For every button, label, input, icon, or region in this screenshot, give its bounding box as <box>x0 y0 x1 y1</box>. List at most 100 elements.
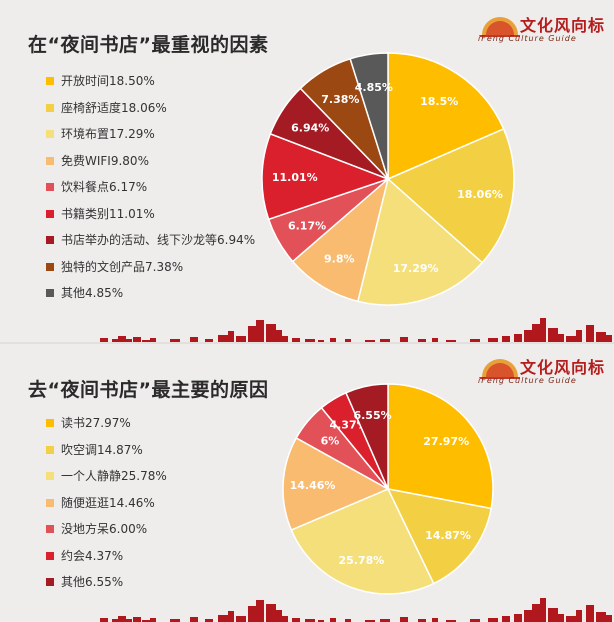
legend-swatch <box>46 103 54 112</box>
skyline-building <box>256 320 264 342</box>
skyline-building <box>228 611 234 622</box>
skyline-building <box>576 610 582 622</box>
legend-label: 书店举办的活动、线下沙龙等6.94% <box>61 233 256 247</box>
skyline-building <box>190 337 198 342</box>
data-label: 6.17% <box>288 219 326 232</box>
legend-label: 免费WIFI9.80% <box>61 153 149 168</box>
skyline-building <box>126 339 132 342</box>
skyline-building <box>236 616 246 622</box>
skyline-building <box>576 330 582 342</box>
legend-label: 开放时间18.50% <box>61 74 155 88</box>
skyline-building <box>330 338 336 342</box>
legend-swatch <box>46 209 54 218</box>
skyline-building <box>502 616 510 622</box>
skyline-building <box>218 615 228 622</box>
skyline-building <box>118 336 126 342</box>
skyline-building <box>488 618 498 622</box>
skyline-building <box>133 337 141 342</box>
data-label: 6.94% <box>291 122 329 135</box>
pie-slice <box>261 132 391 221</box>
chart-panel-1: 在“夜间书店”最重视的因素 文化风向标 iFeng Culture Guide … <box>28 16 612 342</box>
skyline-building <box>292 618 300 622</box>
legend-label: 书籍类别11.01% <box>61 206 155 221</box>
skyline-building <box>274 610 282 622</box>
skyline-building <box>596 612 606 622</box>
skyline-building <box>248 326 258 342</box>
skyline-building <box>236 336 246 342</box>
skyline-building <box>282 616 288 622</box>
skyline-building <box>292 338 300 342</box>
data-label: 14.46% <box>290 479 336 492</box>
skyline-building <box>282 336 288 342</box>
legend-swatch <box>46 578 54 586</box>
pie-slice <box>387 383 494 510</box>
pie-slice <box>349 52 389 180</box>
skyline-building <box>606 615 612 622</box>
legend-swatch <box>46 472 54 480</box>
skyline-building <box>318 340 324 342</box>
pie-slice <box>282 436 390 531</box>
logo-subtext: iFeng Culture Guide <box>478 34 577 43</box>
skyline-building <box>524 330 534 342</box>
legend-swatch <box>46 445 54 454</box>
skyline-building <box>586 605 594 622</box>
data-label: 4.85% <box>355 81 393 94</box>
legend-label: 座椅舒适度18.06% <box>61 100 167 115</box>
skyline-building <box>556 614 564 622</box>
skyline-building <box>218 335 228 342</box>
skyline-building <box>345 339 351 342</box>
sun-logo-icon <box>480 359 520 379</box>
legend-swatch <box>46 525 54 533</box>
skyline-building <box>150 618 156 622</box>
skyline-building <box>540 598 546 622</box>
legend-swatch <box>46 498 54 507</box>
pie-slice <box>291 176 390 303</box>
skyline-building <box>532 604 540 622</box>
data-label: 14.87% <box>425 529 471 542</box>
legend-label: 其他6.55% <box>61 575 124 589</box>
legend-label: 随便逛逛14.46% <box>61 495 155 510</box>
skyline-building <box>540 318 546 342</box>
logo-text: 文化风向标 <box>520 358 606 377</box>
pie-chart: 27.97%14.87%25.78%14.46%6%4.37%6.55% <box>282 383 494 595</box>
legend-swatch <box>46 289 54 297</box>
skyline-building <box>446 340 456 342</box>
skyline-building <box>330 618 336 622</box>
skyline-building <box>514 334 522 342</box>
data-label: 18.06% <box>457 188 503 201</box>
skyline-building <box>400 337 408 342</box>
sun-logo-icon <box>480 17 520 37</box>
skyline-building <box>532 324 540 342</box>
skyline-building <box>566 336 576 342</box>
skyline-building <box>596 332 606 342</box>
legend-label: 吹空调14.87% <box>61 442 143 457</box>
skyline-building <box>380 339 390 342</box>
skyline-building <box>100 618 108 622</box>
pie-slice <box>386 487 493 585</box>
skyline-building <box>100 338 108 342</box>
skyline-building <box>112 339 120 342</box>
skyline-building <box>556 334 564 342</box>
skyline-building <box>266 324 276 342</box>
skyline-building <box>228 331 234 342</box>
legend-swatch <box>46 130 54 138</box>
skyline-building <box>548 608 558 622</box>
legend-swatch <box>46 262 54 271</box>
skyline-building <box>432 618 438 622</box>
logo-subtext: iFeng Culture Guide <box>478 376 577 385</box>
data-label: 25.78% <box>338 554 384 567</box>
skyline-building <box>566 616 576 622</box>
data-label: 6% <box>321 435 340 448</box>
data-label: 17.29% <box>393 262 439 275</box>
data-label: 27.97% <box>423 435 469 448</box>
pie-slice <box>387 52 505 181</box>
chart-title: 在“夜间书店”最重视的因素 <box>28 34 269 56</box>
city-skyline-decoration <box>100 598 612 622</box>
legend-swatch <box>46 236 54 244</box>
city-skyline-decoration <box>100 318 612 342</box>
skyline-building <box>248 606 258 622</box>
legend-label: 读书27.97% <box>61 416 131 430</box>
skyline-building <box>256 600 264 622</box>
pie-slice <box>386 127 515 264</box>
legend-swatch <box>46 156 54 165</box>
